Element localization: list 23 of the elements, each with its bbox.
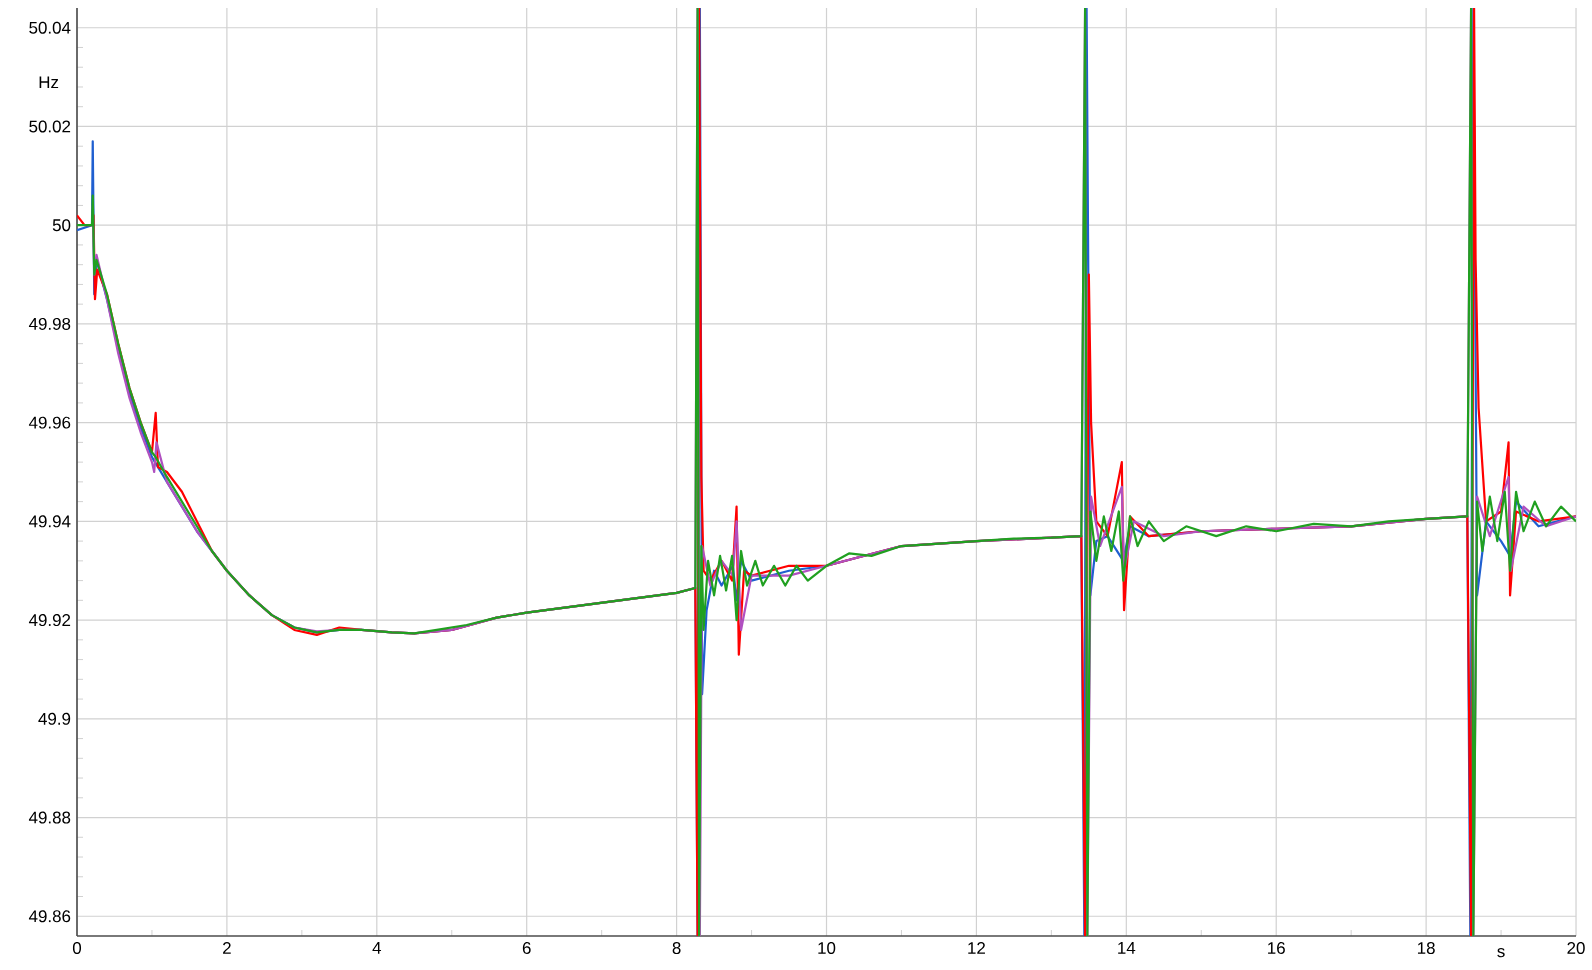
x-tick-label: 18: [1417, 942, 1435, 955]
y-tick-label: 49.86: [28, 910, 71, 923]
x-tick-label: 0: [72, 942, 82, 955]
x-tick-label: 10: [818, 942, 836, 955]
x-tick-label: 6: [522, 942, 531, 955]
y-tick-label: 50.04: [29, 21, 71, 34]
x-axis-title: s: [1497, 948, 1505, 958]
x-tick-label: 8: [672, 942, 681, 955]
y-tick-label: 49.88: [28, 811, 71, 824]
y-tick-label: 50.02: [29, 120, 71, 133]
x-tick-label: 4: [372, 942, 382, 954]
x-tick-label: 12: [968, 942, 985, 954]
x-tick-label: 2: [223, 942, 231, 954]
y-tick-label: 50: [52, 219, 71, 232]
x-tick-label: 16: [1268, 942, 1285, 955]
y-tick-label: 49.96: [28, 416, 71, 429]
x-tick-label: 14: [1118, 942, 1136, 954]
x-tick-label: 20: [1567, 942, 1585, 955]
y-tick-label: 49.9: [38, 712, 71, 725]
y-tick-label: 49.94: [28, 515, 71, 528]
y-axis-title: Hz: [39, 76, 59, 89]
y-tick-label: 49.92: [28, 614, 71, 627]
y-tick-label: 49.98: [28, 317, 71, 330]
